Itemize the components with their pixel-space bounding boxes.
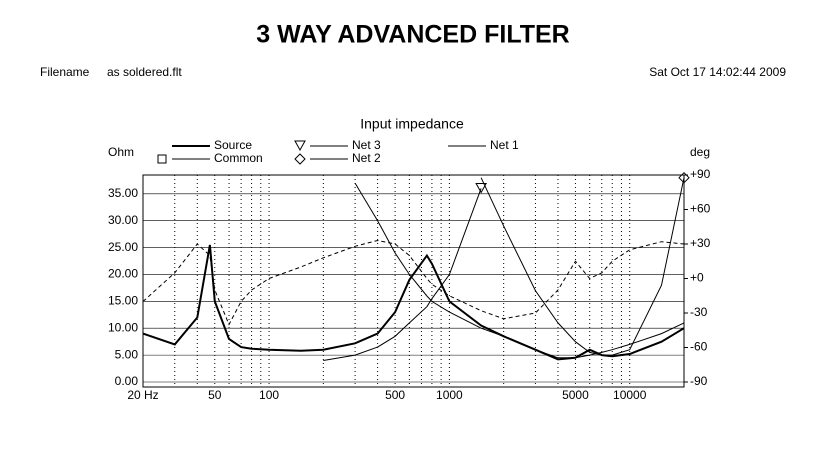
y-tick-label: 35.00 (108, 186, 138, 200)
series-line (480, 177, 685, 356)
x-tick-label: 5000 (562, 388, 589, 402)
chart-title: 3 WAY ADVANCED FILTER (256, 21, 569, 49)
y2-tick-label: +60 (690, 202, 711, 216)
marker (294, 140, 306, 152)
series-line (142, 244, 685, 361)
y-tick-label: 30.00 (108, 213, 138, 227)
marker (475, 182, 487, 194)
legend-label: Net 3 (352, 138, 381, 152)
legend-label: Common (214, 151, 263, 165)
series-line (142, 239, 685, 326)
y-axis-label: Ohm (108, 145, 134, 159)
plot-frame (142, 174, 685, 388)
x-tick-label: 50 (208, 388, 222, 402)
y2-tick-label: +30 (690, 236, 711, 250)
x-tick-label: 1000 (436, 388, 463, 402)
y2-tick-label: -90 (690, 374, 708, 388)
y-tick-label: 15.00 (108, 294, 138, 308)
filename: as soldered.flt (107, 65, 182, 79)
x-tick-label: 100 (259, 388, 279, 402)
marker (157, 154, 167, 164)
y-tick-label: 25.00 (108, 240, 138, 254)
y-tick-label: 10.00 (108, 320, 138, 334)
legend-label: Net 1 (490, 138, 519, 152)
x-tick-label: 500 (385, 388, 405, 402)
legend-label: Net 2 (352, 151, 381, 165)
x-tick-label: 20 Hz (127, 388, 158, 402)
y-tick-label: 5.00 (115, 347, 139, 361)
series-line (354, 182, 685, 359)
marker (678, 171, 690, 184)
y2-axis-label: deg (690, 145, 710, 159)
marker (294, 153, 306, 165)
y2-tick-label: -60 (690, 340, 708, 354)
legend-label: Source (214, 138, 252, 152)
date: Sat Oct 17 14:02:44 2009 (649, 65, 786, 79)
y2-tick-label: -30 (690, 305, 708, 319)
y-tick-label: 0.00 (115, 374, 139, 388)
y2-tick-label: +90 (690, 167, 711, 181)
filename-label: Filename (40, 65, 90, 79)
subtitle: Input impedance (360, 116, 464, 132)
x-tick-label: 10000 (613, 388, 647, 402)
series-line (323, 188, 482, 361)
y-tick-label: 20.00 (108, 267, 138, 281)
y2-tick-label: +0 (690, 271, 704, 285)
